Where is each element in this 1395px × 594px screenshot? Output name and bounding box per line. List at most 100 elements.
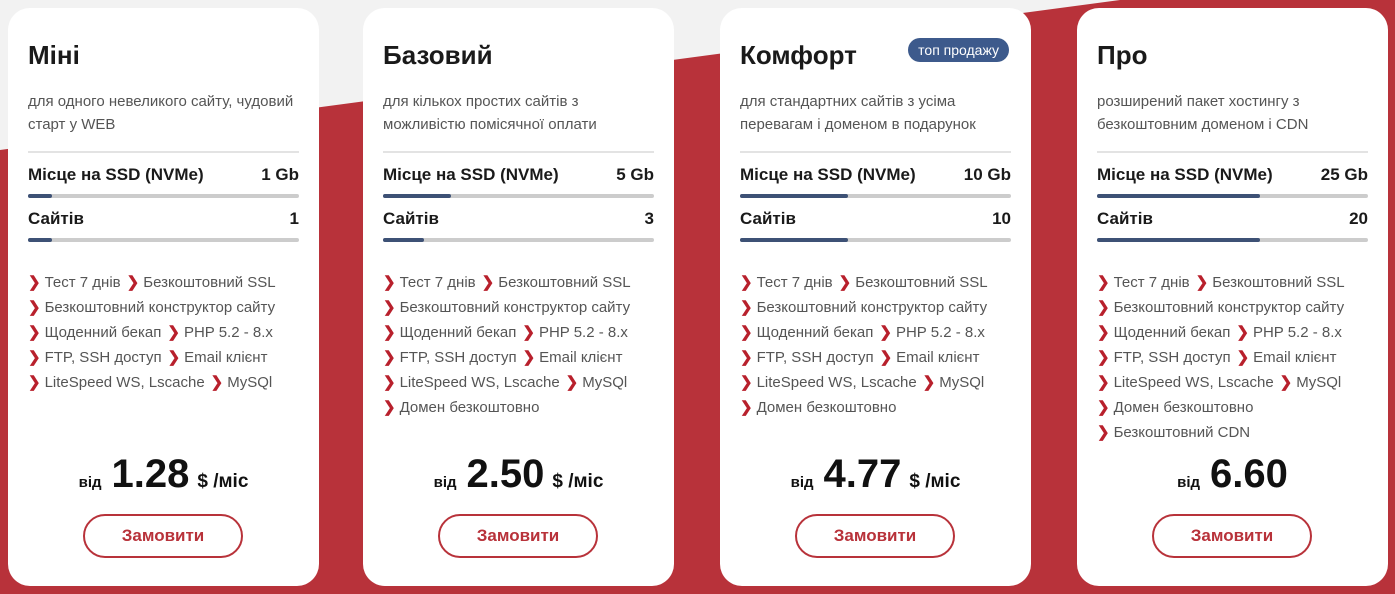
ssd-label: Місце на SSD (NVMe) [383, 165, 559, 184]
chevron-right-icon: ❯ [740, 374, 753, 391]
feature-row: ❯ Щоденний бекап ❯ PHP 5.2 - 8.x [28, 320, 318, 345]
chevron-right-icon: ❯ [740, 399, 753, 416]
order-button[interactable]: Замовити [795, 514, 955, 558]
feature: Тест 7 днів [399, 274, 476, 291]
plan-description: для стандартних сайтів з усіма перевагам… [740, 93, 976, 133]
ssd-bar [740, 194, 1011, 198]
feature: Email клієнт [184, 349, 268, 366]
plan-title: Базовий [383, 40, 493, 70]
chevron-right-icon: ❯ [210, 374, 224, 391]
chevron-right-icon: ❯ [383, 324, 396, 341]
feature: Email клієнт [896, 349, 980, 366]
chevron-right-icon: ❯ [922, 374, 936, 391]
chevron-right-icon: ❯ [28, 299, 41, 316]
feature: PHP 5.2 - 8.x [1252, 324, 1342, 341]
feature: LiteSpeed WS, Lscache [1113, 374, 1274, 391]
sites-value: 10 [992, 209, 1011, 228]
price-from: від [433, 474, 457, 491]
chevron-right-icon: ❯ [1097, 399, 1110, 416]
price-from: від [1177, 474, 1201, 491]
feature: MySQl [939, 374, 985, 391]
feature-row: ❯ Домен безкоштовно [1097, 395, 1387, 420]
sites-label: Сайтів [1097, 209, 1153, 228]
chevron-right-icon: ❯ [1236, 349, 1250, 366]
feature: Email клієнт [1253, 349, 1337, 366]
plan-title: Міні [28, 40, 80, 70]
feature: FTP, SSH доступ [399, 349, 517, 366]
ssd-value: 5 Gb [616, 165, 654, 184]
feature-row: ❯ Тест 7 днів ❯ Безкоштовний SSL [28, 270, 318, 295]
ssd-label: Місце на SSD (NVMe) [1097, 165, 1273, 184]
chevron-right-icon: ❯ [1236, 324, 1249, 341]
sites-label: Сайтів [740, 209, 796, 228]
feature-row: ❯ Тест 7 днів ❯ Безкоштовний SSL [383, 270, 673, 295]
sites-bar [740, 238, 1011, 242]
feature: Щоденний бекап [1113, 324, 1231, 341]
sites-label: Сайтів [383, 209, 439, 228]
feature-row: ❯ Безкоштовний CDN [1097, 420, 1387, 445]
chevron-right-icon: ❯ [383, 299, 396, 316]
price-value: 6.60 [1210, 452, 1288, 496]
chevron-right-icon: ❯ [1097, 374, 1110, 391]
feature: Домен безкоштовно [756, 399, 897, 416]
chevron-right-icon: ❯ [1097, 274, 1110, 291]
order-button[interactable]: Замовити [438, 514, 598, 558]
order-button[interactable]: Замовити [83, 514, 243, 558]
plan-card: Базовий для кількох простих сайтів з мож… [363, 8, 674, 586]
chevron-right-icon: ❯ [481, 274, 495, 291]
plan-card: Комфорт топ продажу для стандартних сайт… [720, 8, 1031, 586]
chevron-right-icon: ❯ [740, 349, 753, 366]
feature-row: ❯ Безкоштовний конструктор сайту [1097, 295, 1387, 320]
price: від 4.77 $ /міс [720, 452, 1031, 497]
sites-label: Сайтів [28, 209, 84, 228]
chevron-right-icon: ❯ [167, 324, 180, 341]
feature-row: ❯ FTP, SSH доступ ❯ Email клієнт [740, 345, 1030, 370]
feature: Безкоштовний конструктор сайту [399, 299, 631, 316]
order-button[interactable]: Замовити [1152, 514, 1312, 558]
price-value: 2.50 [466, 452, 545, 496]
feature: Щоденний бекап [756, 324, 874, 341]
sites-value: 20 [1349, 209, 1368, 228]
ssd-label: Місце на SSD (NVMe) [740, 165, 916, 184]
chevron-right-icon: ❯ [28, 349, 41, 366]
feature-row: ❯ LiteSpeed WS, Lscache ❯ MySQl [740, 370, 1030, 395]
chevron-right-icon: ❯ [740, 324, 753, 341]
feature-list: ❯ Тест 7 днів ❯ Безкоштовний SSL ❯ Безкоштовн… [1097, 270, 1387, 445]
chevron-right-icon: ❯ [879, 349, 893, 366]
ssd-label: Місце на SSD (NVMe) [28, 165, 204, 184]
chevron-right-icon: ❯ [740, 274, 753, 291]
ssd-spec: Місце на SSD (NVMe) 5 Gb [383, 165, 654, 185]
feature: Тест 7 днів [756, 274, 833, 291]
chevron-right-icon: ❯ [383, 274, 396, 291]
chevron-right-icon: ❯ [28, 274, 41, 291]
price: від 1.28 $ /міс [8, 452, 319, 497]
plan-card: Про розширений пакет хостингу з безкошто… [1077, 8, 1388, 586]
feature-row: ❯ LiteSpeed WS, Lscache ❯ MySQl [1097, 370, 1387, 395]
chevron-right-icon: ❯ [126, 274, 140, 291]
sites-value: 3 [644, 209, 654, 228]
feature: Безкоштовний конструктор сайту [1113, 299, 1345, 316]
chevron-right-icon: ❯ [1097, 299, 1110, 316]
chevron-right-icon: ❯ [383, 374, 396, 391]
divider [28, 151, 299, 153]
chevron-right-icon: ❯ [383, 349, 396, 366]
chevron-right-icon: ❯ [1279, 374, 1293, 391]
feature-row: ❯ Тест 7 днів ❯ Безкоштовний SSL [1097, 270, 1387, 295]
sites-spec: Сайтів 3 [383, 209, 654, 229]
chevron-right-icon: ❯ [1097, 324, 1110, 341]
chevron-right-icon: ❯ [522, 349, 536, 366]
feature: Безкоштовний SSL [855, 274, 988, 291]
plan-title: Про [1097, 40, 1148, 70]
chevron-right-icon: ❯ [28, 374, 41, 391]
feature-row: ❯ Щоденний бекап ❯ PHP 5.2 - 8.x [1097, 320, 1387, 345]
feature: PHP 5.2 - 8.x [538, 324, 628, 341]
feature-row: ❯ Домен безкоштовно [383, 395, 673, 420]
chevron-right-icon: ❯ [838, 274, 852, 291]
price-from: від [790, 474, 814, 491]
ssd-value: 25 Gb [1320, 165, 1368, 184]
sites-bar [28, 238, 299, 242]
feature-list: ❯ Тест 7 днів ❯ Безкоштовний SSL ❯ Безкоштовн… [28, 270, 318, 395]
feature-list: ❯ Тест 7 днів ❯ Безкоштовний SSL ❯ Безкоштовн… [383, 270, 673, 420]
feature-row: ❯ FTP, SSH доступ ❯ Email клієнт [28, 345, 318, 370]
chevron-right-icon: ❯ [1097, 349, 1110, 366]
